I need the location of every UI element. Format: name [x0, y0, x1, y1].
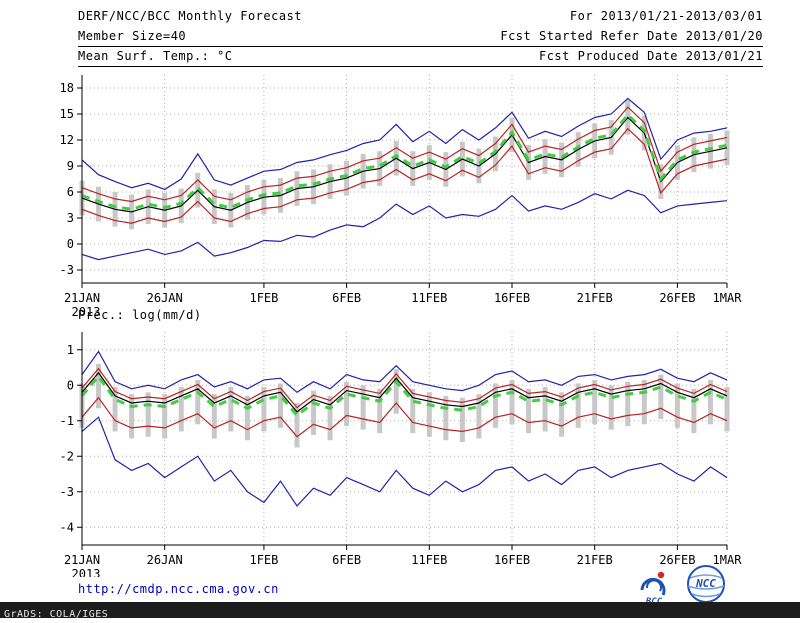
temperature-chart: -3 0 3 6 9 12 15 18 21JAN 26JAN 1FEB 6FEB 11FEB 16FEB…	[60, 75, 743, 318]
precip-chart-title: Prec.: log(mm/d)	[78, 308, 202, 322]
svg-text:26JAN: 26JAN	[147, 291, 183, 305]
website-link[interactable]: http://cmdp.ncc.cma.gov.cn	[78, 582, 279, 596]
svg-text:6: 6	[67, 185, 74, 199]
grads-credit-text: GrADS: COLA/IGES	[4, 609, 109, 620]
svg-text:21JAN: 21JAN	[64, 553, 100, 567]
member-size-label: Member Size=40	[78, 29, 187, 43]
svg-text:-3: -3	[60, 263, 74, 277]
svg-text:2013: 2013	[72, 305, 101, 318]
forecast-range-label: For 2013/01/21-2013/03/01	[569, 9, 763, 23]
svg-text:18: 18	[60, 81, 74, 95]
bcc-logo-dot	[657, 571, 665, 579]
svg-text:26FEB: 26FEB	[659, 291, 695, 305]
svg-text:-1: -1	[60, 414, 74, 428]
svg-text:0: 0	[67, 378, 74, 392]
svg-text:26JAN: 26JAN	[147, 553, 183, 567]
svg-text:6FEB: 6FEB	[332, 553, 361, 567]
fcst-start-date-label: Fcst Started Refer Date 2013/01/20	[500, 29, 763, 43]
svg-text:-2: -2	[60, 449, 74, 463]
svg-text:9: 9	[67, 159, 74, 173]
svg-text:1: 1	[67, 343, 74, 357]
svg-text:21JAN: 21JAN	[64, 291, 100, 305]
ncc-logo-label: NCC	[695, 577, 716, 590]
header-divider-top	[78, 46, 763, 47]
grads-credit-bar: GrADS: COLA/IGES	[0, 602, 800, 620]
bcc-logo-icon: BCC	[640, 571, 666, 606]
page-title: DERF/NCC/BCC Monthly Forecast	[78, 9, 303, 23]
svg-text:0: 0	[67, 237, 74, 251]
svg-text:21FEB: 21FEB	[577, 291, 613, 305]
svg-text:16FEB: 16FEB	[494, 291, 530, 305]
temp-chart-title: Mean Surf. Temp.: °C	[78, 49, 233, 63]
precipitation-chart: -4 -3 -2 -1 0 1 21JAN 26JAN 1FEB 6FEB 11FEB 16FEB 21…	[60, 332, 743, 577]
svg-text:16FEB: 16FEB	[494, 553, 530, 567]
ncc-logo-icon: NCC	[687, 565, 725, 603]
svg-text:6FEB: 6FEB	[332, 291, 361, 305]
bcc-logo-label: BCC	[645, 597, 663, 606]
svg-text:1FEB: 1FEB	[249, 553, 278, 567]
svg-text:11FEB: 11FEB	[411, 291, 447, 305]
svg-text:3: 3	[67, 211, 74, 225]
svg-text:12: 12	[60, 133, 74, 147]
svg-text:-4: -4	[60, 520, 74, 534]
svg-text:11FEB: 11FEB	[411, 553, 447, 567]
fcst-produced-date-label: Fcst Produced Date 2013/01/21	[538, 49, 763, 63]
svg-text:21FEB: 21FEB	[577, 553, 613, 567]
svg-text:2013: 2013	[72, 567, 101, 577]
svg-text:-3: -3	[60, 485, 74, 499]
svg-text:26FEB: 26FEB	[659, 553, 695, 567]
header-divider-bottom	[78, 66, 763, 67]
svg-text:1MAR: 1MAR	[713, 291, 743, 305]
svg-text:1FEB: 1FEB	[249, 291, 278, 305]
svg-text:1MAR: 1MAR	[713, 553, 743, 567]
svg-text:15: 15	[60, 107, 74, 121]
